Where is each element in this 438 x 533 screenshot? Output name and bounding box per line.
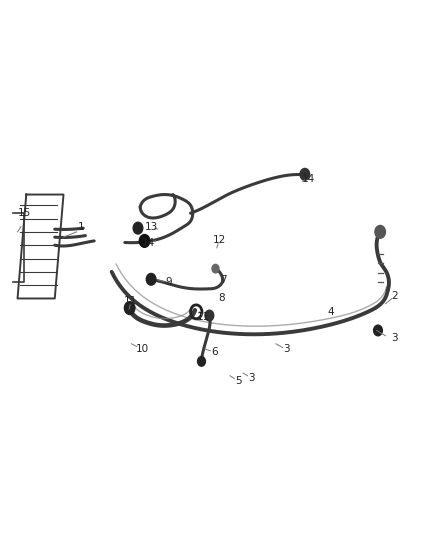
Text: 4: 4 xyxy=(327,307,334,317)
Circle shape xyxy=(146,273,156,285)
Circle shape xyxy=(300,168,310,180)
Text: 2: 2 xyxy=(391,291,398,301)
Circle shape xyxy=(205,310,214,321)
Text: 14: 14 xyxy=(142,238,155,247)
Text: 1: 1 xyxy=(78,222,85,231)
Circle shape xyxy=(198,357,205,366)
Circle shape xyxy=(139,235,150,247)
Circle shape xyxy=(375,225,385,238)
Circle shape xyxy=(374,325,382,336)
Text: 14: 14 xyxy=(302,174,315,183)
Text: 5: 5 xyxy=(235,376,242,386)
Text: 3: 3 xyxy=(391,334,398,343)
Text: 11: 11 xyxy=(124,296,137,306)
Text: 6: 6 xyxy=(211,347,218,357)
Text: 10: 10 xyxy=(136,344,149,354)
Circle shape xyxy=(133,222,143,234)
Text: 12: 12 xyxy=(212,235,226,245)
Text: 3: 3 xyxy=(283,344,290,354)
Text: 13: 13 xyxy=(145,222,158,231)
Text: 15: 15 xyxy=(18,208,31,218)
Text: 9: 9 xyxy=(165,278,172,287)
Text: 8: 8 xyxy=(218,294,225,303)
Circle shape xyxy=(212,264,219,273)
Text: 3: 3 xyxy=(248,374,255,383)
Text: 11: 11 xyxy=(197,312,210,322)
Circle shape xyxy=(124,302,135,314)
Text: 7: 7 xyxy=(220,275,227,285)
